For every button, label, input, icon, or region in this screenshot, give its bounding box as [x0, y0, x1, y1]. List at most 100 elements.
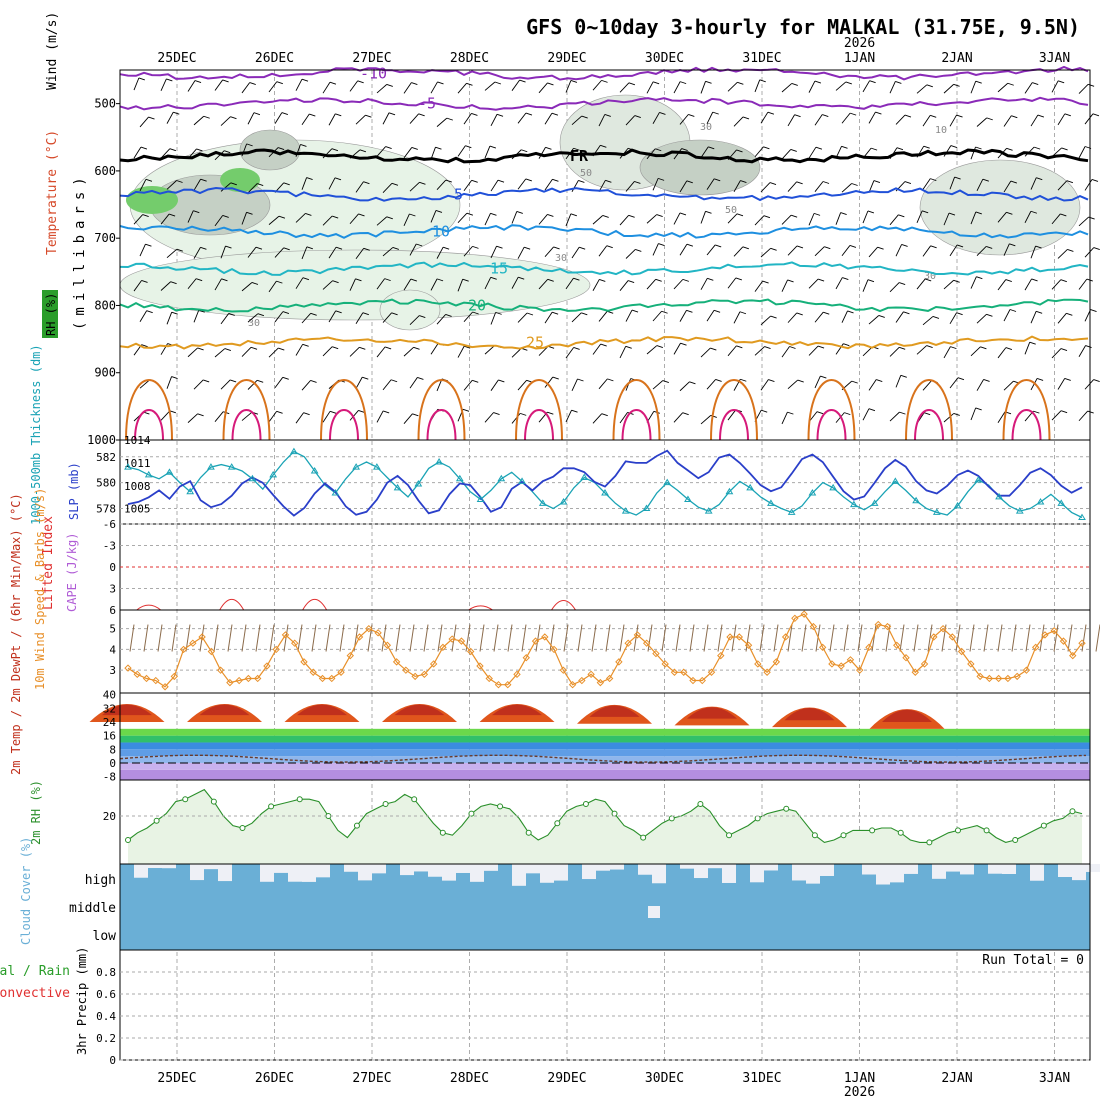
- wind-barb-flag: [634, 181, 641, 184]
- high-cloud-gap: [358, 864, 372, 881]
- wind-barb-flag: [282, 376, 289, 380]
- wind-barb: [517, 112, 527, 124]
- wind-barb-flag: [1093, 247, 1100, 251]
- wind-barb-flag: [599, 278, 606, 282]
- wind-barb-flag: [895, 80, 902, 84]
- wind-barb: [970, 407, 977, 421]
- wind-barb-flag: [707, 277, 714, 281]
- bottom-date-label: 27DEC: [352, 1071, 391, 1086]
- wind-barb-flag: [171, 311, 178, 315]
- wind-barb: [700, 146, 709, 158]
- wind-barb-flag: [926, 345, 933, 348]
- wind-barb-flag: [1060, 213, 1067, 217]
- wind-barb-flag: [221, 278, 228, 282]
- precip-tick-label: 0.6: [96, 988, 116, 1001]
- wind-barb: [841, 183, 852, 193]
- wind-barb: [787, 379, 799, 390]
- wind-barb: [187, 80, 196, 92]
- temp-hump-core: [394, 704, 445, 716]
- isotherm-loop-35: [816, 409, 847, 441]
- wind-barb: [187, 347, 198, 358]
- wind-barb: [538, 82, 548, 94]
- high-cloud-gap: [316, 864, 330, 878]
- wind-speed-marker: [207, 647, 216, 656]
- wind-barb: [538, 214, 548, 225]
- wind-barb-flag: [708, 146, 715, 150]
- isotherm-line: [119, 65, 1089, 81]
- wind-barb: [700, 415, 712, 425]
- wind-barb-flag: [1032, 82, 1039, 86]
- wind-speed-marker: [1013, 672, 1021, 681]
- precip-tick-label: 0: [109, 1054, 116, 1067]
- wind-barb: [592, 343, 602, 355]
- wind-barb-flag: [796, 245, 804, 249]
- wind-barb-flag: [817, 278, 825, 282]
- wind-barb: [193, 379, 204, 390]
- wind-barb-flag: [332, 280, 339, 284]
- wind-barb-flag: [391, 312, 398, 316]
- wind-barb-flag: [814, 80, 822, 84]
- wind-barb-flag: [521, 149, 528, 153]
- rh-contour-label: 50: [725, 205, 737, 216]
- wind-barb-flag: [662, 380, 669, 383]
- wind-barb: [160, 213, 170, 225]
- wind-barb-10m: [591, 624, 597, 652]
- wind-barb: [517, 178, 527, 190]
- wind-barb: [1024, 82, 1033, 94]
- wind-barb: [133, 77, 140, 91]
- wind-barb: [463, 180, 473, 192]
- wind-barb: [301, 113, 310, 126]
- wind-barb: [1084, 247, 1095, 258]
- high-cloud-gap: [988, 864, 1002, 874]
- wind-barb-flag: [1030, 210, 1038, 214]
- isotherm-loop-30: [125, 379, 173, 441]
- wind-barb-flag: [498, 379, 505, 383]
- wind-barb: [565, 409, 572, 423]
- thickness-marker: [207, 463, 215, 470]
- pressure-tick-label: 800: [94, 298, 116, 312]
- isotherm-loop-35: [1011, 409, 1042, 441]
- wind-speed-marker: [707, 668, 716, 676]
- wind-barb-flag: [520, 412, 527, 416]
- wind-barb-flag: [176, 180, 183, 183]
- bottom-date-label: 31DEC: [742, 1071, 781, 1086]
- wind-speed-marker: [337, 668, 345, 676]
- thickness-marker: [932, 508, 941, 515]
- wind-barb-10m: [395, 624, 401, 652]
- wind-barb: [889, 282, 900, 293]
- wind-speed-marker: [235, 676, 243, 685]
- wind-speed-marker: [402, 666, 410, 674]
- wind-barb-flag: [547, 214, 554, 217]
- wind-barb: [571, 246, 580, 259]
- wind-barb-flag: [735, 277, 743, 281]
- lifted-index-axis-label: Lifted Index: [41, 516, 56, 610]
- wind-barb-flag: [305, 213, 312, 216]
- wind-barb-10m: [675, 624, 681, 652]
- wind-barb-flag: [950, 145, 958, 148]
- wind-barb-flag: [656, 345, 663, 348]
- wind-barb-flag: [571, 409, 578, 413]
- wind-speed-marker: [133, 670, 141, 679]
- thickness-marker: [290, 447, 298, 455]
- wind-barb: [565, 347, 575, 359]
- wind-barb-flag: [359, 346, 366, 350]
- wind-barb: [382, 112, 390, 125]
- thickness-marker: [331, 489, 340, 496]
- wind-speed-marker: [1004, 674, 1012, 683]
- wind-barb-flag: [545, 146, 552, 150]
- wind-barb: [544, 112, 553, 125]
- chart-title: GFS 0~10day 3-hourly for MALKAL (31.75E,…: [526, 15, 1080, 39]
- wind-barb-flag: [843, 343, 850, 347]
- top-date-label: 27DEC: [352, 51, 391, 66]
- wind-barb-flag: [490, 212, 497, 216]
- wind-barb-10m: [787, 624, 793, 652]
- wind-barb-flag: [570, 213, 577, 217]
- wind-barb-flag: [145, 178, 153, 182]
- wind-barb: [652, 112, 660, 124]
- wind-barb-flag: [553, 246, 560, 250]
- rh-marker: [897, 829, 904, 836]
- wind-barb-flag: [601, 79, 608, 83]
- wind-barb-flag: [1091, 179, 1099, 182]
- wind-barb-flag: [1064, 113, 1071, 117]
